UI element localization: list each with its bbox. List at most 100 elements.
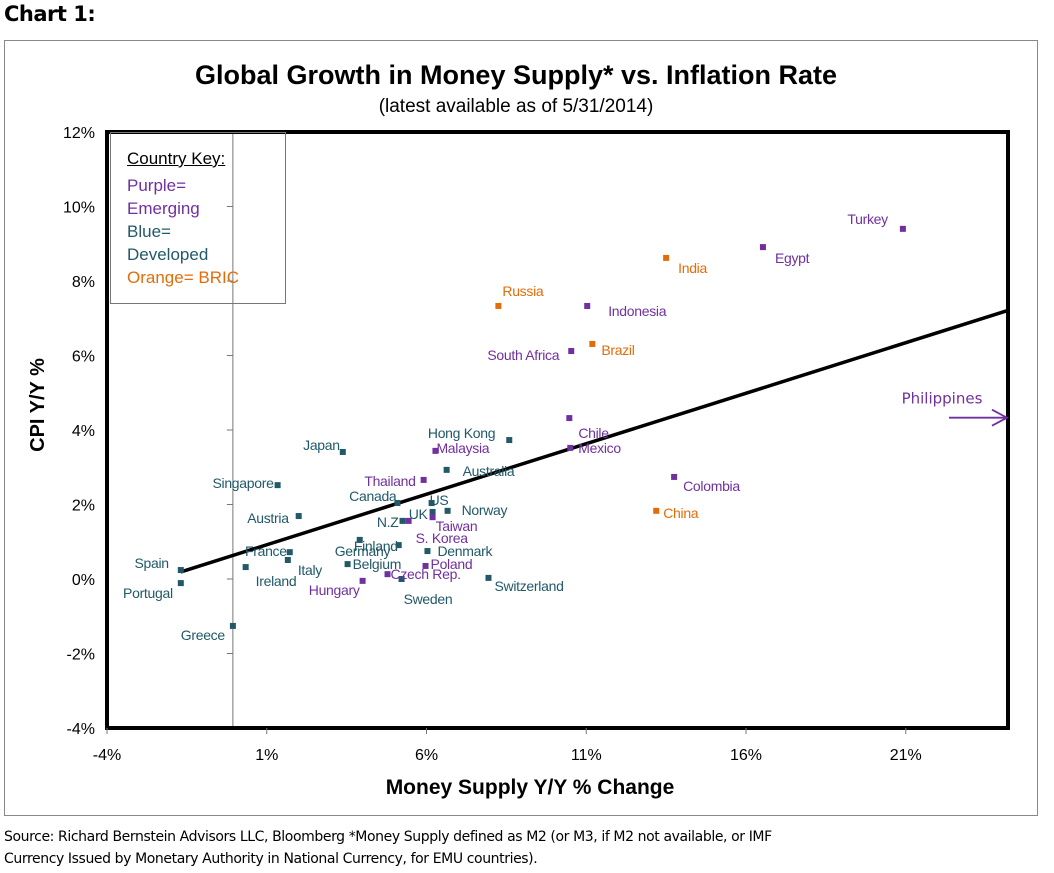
data-label: Greece bbox=[181, 627, 226, 643]
data-label: India bbox=[678, 260, 707, 276]
x-tick-label: -4% bbox=[93, 747, 121, 764]
data-label: Germany bbox=[335, 543, 391, 559]
data-label: Finland bbox=[354, 538, 398, 554]
legend-entry: Blue= bbox=[127, 222, 171, 241]
data-point-canada bbox=[394, 500, 401, 507]
source-line-2: Currency Issued by Monetary Authority in… bbox=[4, 851, 538, 867]
data-point-switzerland bbox=[485, 574, 492, 581]
data-label: Indonesia bbox=[608, 303, 667, 319]
data-point-austria bbox=[295, 513, 302, 520]
data-label: Chile bbox=[578, 425, 609, 441]
data-point-denmark bbox=[424, 548, 431, 555]
x-tick-label: 11% bbox=[571, 747, 602, 764]
data-point-taiwan bbox=[429, 514, 436, 521]
data-label: Portugal bbox=[123, 585, 173, 601]
arrow-right-icon bbox=[991, 408, 1009, 427]
y-tick-label: 0% bbox=[72, 572, 95, 589]
y-axis-label: CPI Y/Y % bbox=[27, 358, 49, 452]
data-point-malaysia bbox=[432, 447, 439, 454]
data-label: Canada bbox=[349, 488, 397, 504]
data-point-hong-kong bbox=[506, 437, 513, 444]
plot-area-border bbox=[105, 130, 1010, 730]
legend-entry: Orange= BRIC bbox=[127, 268, 239, 287]
legend-entry: Developed bbox=[127, 245, 209, 264]
x-axis-label: Money Supply Y/Y % Change bbox=[386, 776, 675, 799]
chart-subtitle: (latest available as of 5/31/2014) bbox=[379, 96, 654, 117]
data-label: Italy bbox=[298, 562, 322, 578]
data-label: Hungary bbox=[309, 582, 360, 598]
y-tick-label: -2% bbox=[67, 647, 95, 664]
philippines-annotation-label: Philippines bbox=[902, 390, 983, 408]
data-label: Czech Rep. bbox=[391, 566, 461, 582]
data-label: Japan bbox=[303, 437, 340, 453]
data-label: UK bbox=[409, 506, 429, 522]
data-label: Thailand bbox=[364, 473, 415, 489]
chart-title: Global Growth in Money Supply* vs. Infla… bbox=[195, 60, 837, 90]
data-point-singapore bbox=[274, 482, 281, 489]
x-tick-label: 21% bbox=[890, 747, 922, 764]
data-point-s-korea bbox=[405, 517, 412, 524]
data-point-france bbox=[286, 549, 293, 556]
data-point-colombia bbox=[671, 473, 678, 480]
data-label: China bbox=[663, 505, 699, 521]
data-point-mexico bbox=[567, 444, 574, 451]
source-note: Source: Richard Bernstein Advisors LLC, … bbox=[4, 826, 1049, 870]
data-point-portugal bbox=[177, 580, 184, 587]
data-point-n-z bbox=[399, 517, 406, 524]
chart-frame bbox=[4, 40, 1038, 816]
data-point-spain bbox=[177, 567, 184, 574]
y-tick-label: 8% bbox=[72, 274, 95, 291]
data-label: Poland bbox=[431, 556, 473, 572]
legend-entry: Purple= bbox=[127, 176, 187, 195]
data-point-australia bbox=[443, 466, 450, 473]
data-label: N.Z bbox=[377, 514, 399, 530]
data-label: Taiwan bbox=[436, 518, 478, 534]
data-label: Turkey bbox=[847, 211, 888, 227]
data-point-uk bbox=[429, 508, 436, 515]
data-label: Russia bbox=[502, 283, 544, 299]
y-tick-label: 12% bbox=[63, 125, 95, 142]
data-label: Austria bbox=[247, 510, 289, 526]
y-tick-label: 4% bbox=[72, 423, 95, 440]
x-tick-label: 1% bbox=[255, 747, 278, 764]
data-point-japan bbox=[339, 448, 346, 455]
data-label: Hong Kong bbox=[428, 425, 495, 441]
data-label: Belgium bbox=[353, 556, 401, 572]
x-tick-label: 6% bbox=[415, 747, 438, 764]
data-point-us bbox=[428, 500, 435, 507]
data-label: Colombia bbox=[683, 478, 740, 494]
chart-heading: Chart 1: bbox=[4, 2, 96, 26]
data-point-turkey bbox=[899, 225, 906, 232]
y-tick-label: 6% bbox=[72, 349, 95, 366]
data-point-south-africa bbox=[568, 348, 575, 355]
data-label: Australia bbox=[463, 463, 515, 479]
data-point-finland bbox=[395, 542, 402, 549]
data-point-china bbox=[653, 507, 660, 514]
data-point-belgium bbox=[344, 561, 351, 568]
data-point-poland bbox=[422, 562, 429, 569]
data-label: Denmark bbox=[437, 543, 493, 559]
data-label: South Africa bbox=[487, 347, 559, 363]
data-label: Brazil bbox=[601, 342, 634, 358]
data-label: Sweden bbox=[404, 591, 453, 607]
data-label: France bbox=[245, 543, 287, 559]
source-line-1: Source: Richard Bernstein Advisors LLC, … bbox=[4, 829, 772, 845]
legend-title: Country Key: bbox=[127, 149, 226, 168]
data-label: Egypt bbox=[775, 250, 810, 266]
data-label: Singapore bbox=[212, 475, 274, 491]
data-label: Malaysia bbox=[436, 440, 489, 456]
data-label: Norway bbox=[462, 502, 508, 518]
data-label: Mexico bbox=[578, 440, 621, 456]
y-tick-label: -4% bbox=[67, 721, 95, 738]
data-point-thailand bbox=[420, 476, 427, 483]
data-point-czech-rep- bbox=[384, 571, 391, 578]
x-tick-label: 16% bbox=[730, 747, 762, 764]
data-point-germany bbox=[356, 536, 363, 543]
data-label: Ireland bbox=[256, 573, 297, 589]
data-point-india bbox=[663, 254, 670, 261]
y-tick-label: 2% bbox=[72, 498, 95, 515]
data-point-indonesia bbox=[584, 302, 591, 309]
data-point-greece bbox=[229, 622, 236, 629]
data-label: Spain bbox=[134, 555, 168, 571]
